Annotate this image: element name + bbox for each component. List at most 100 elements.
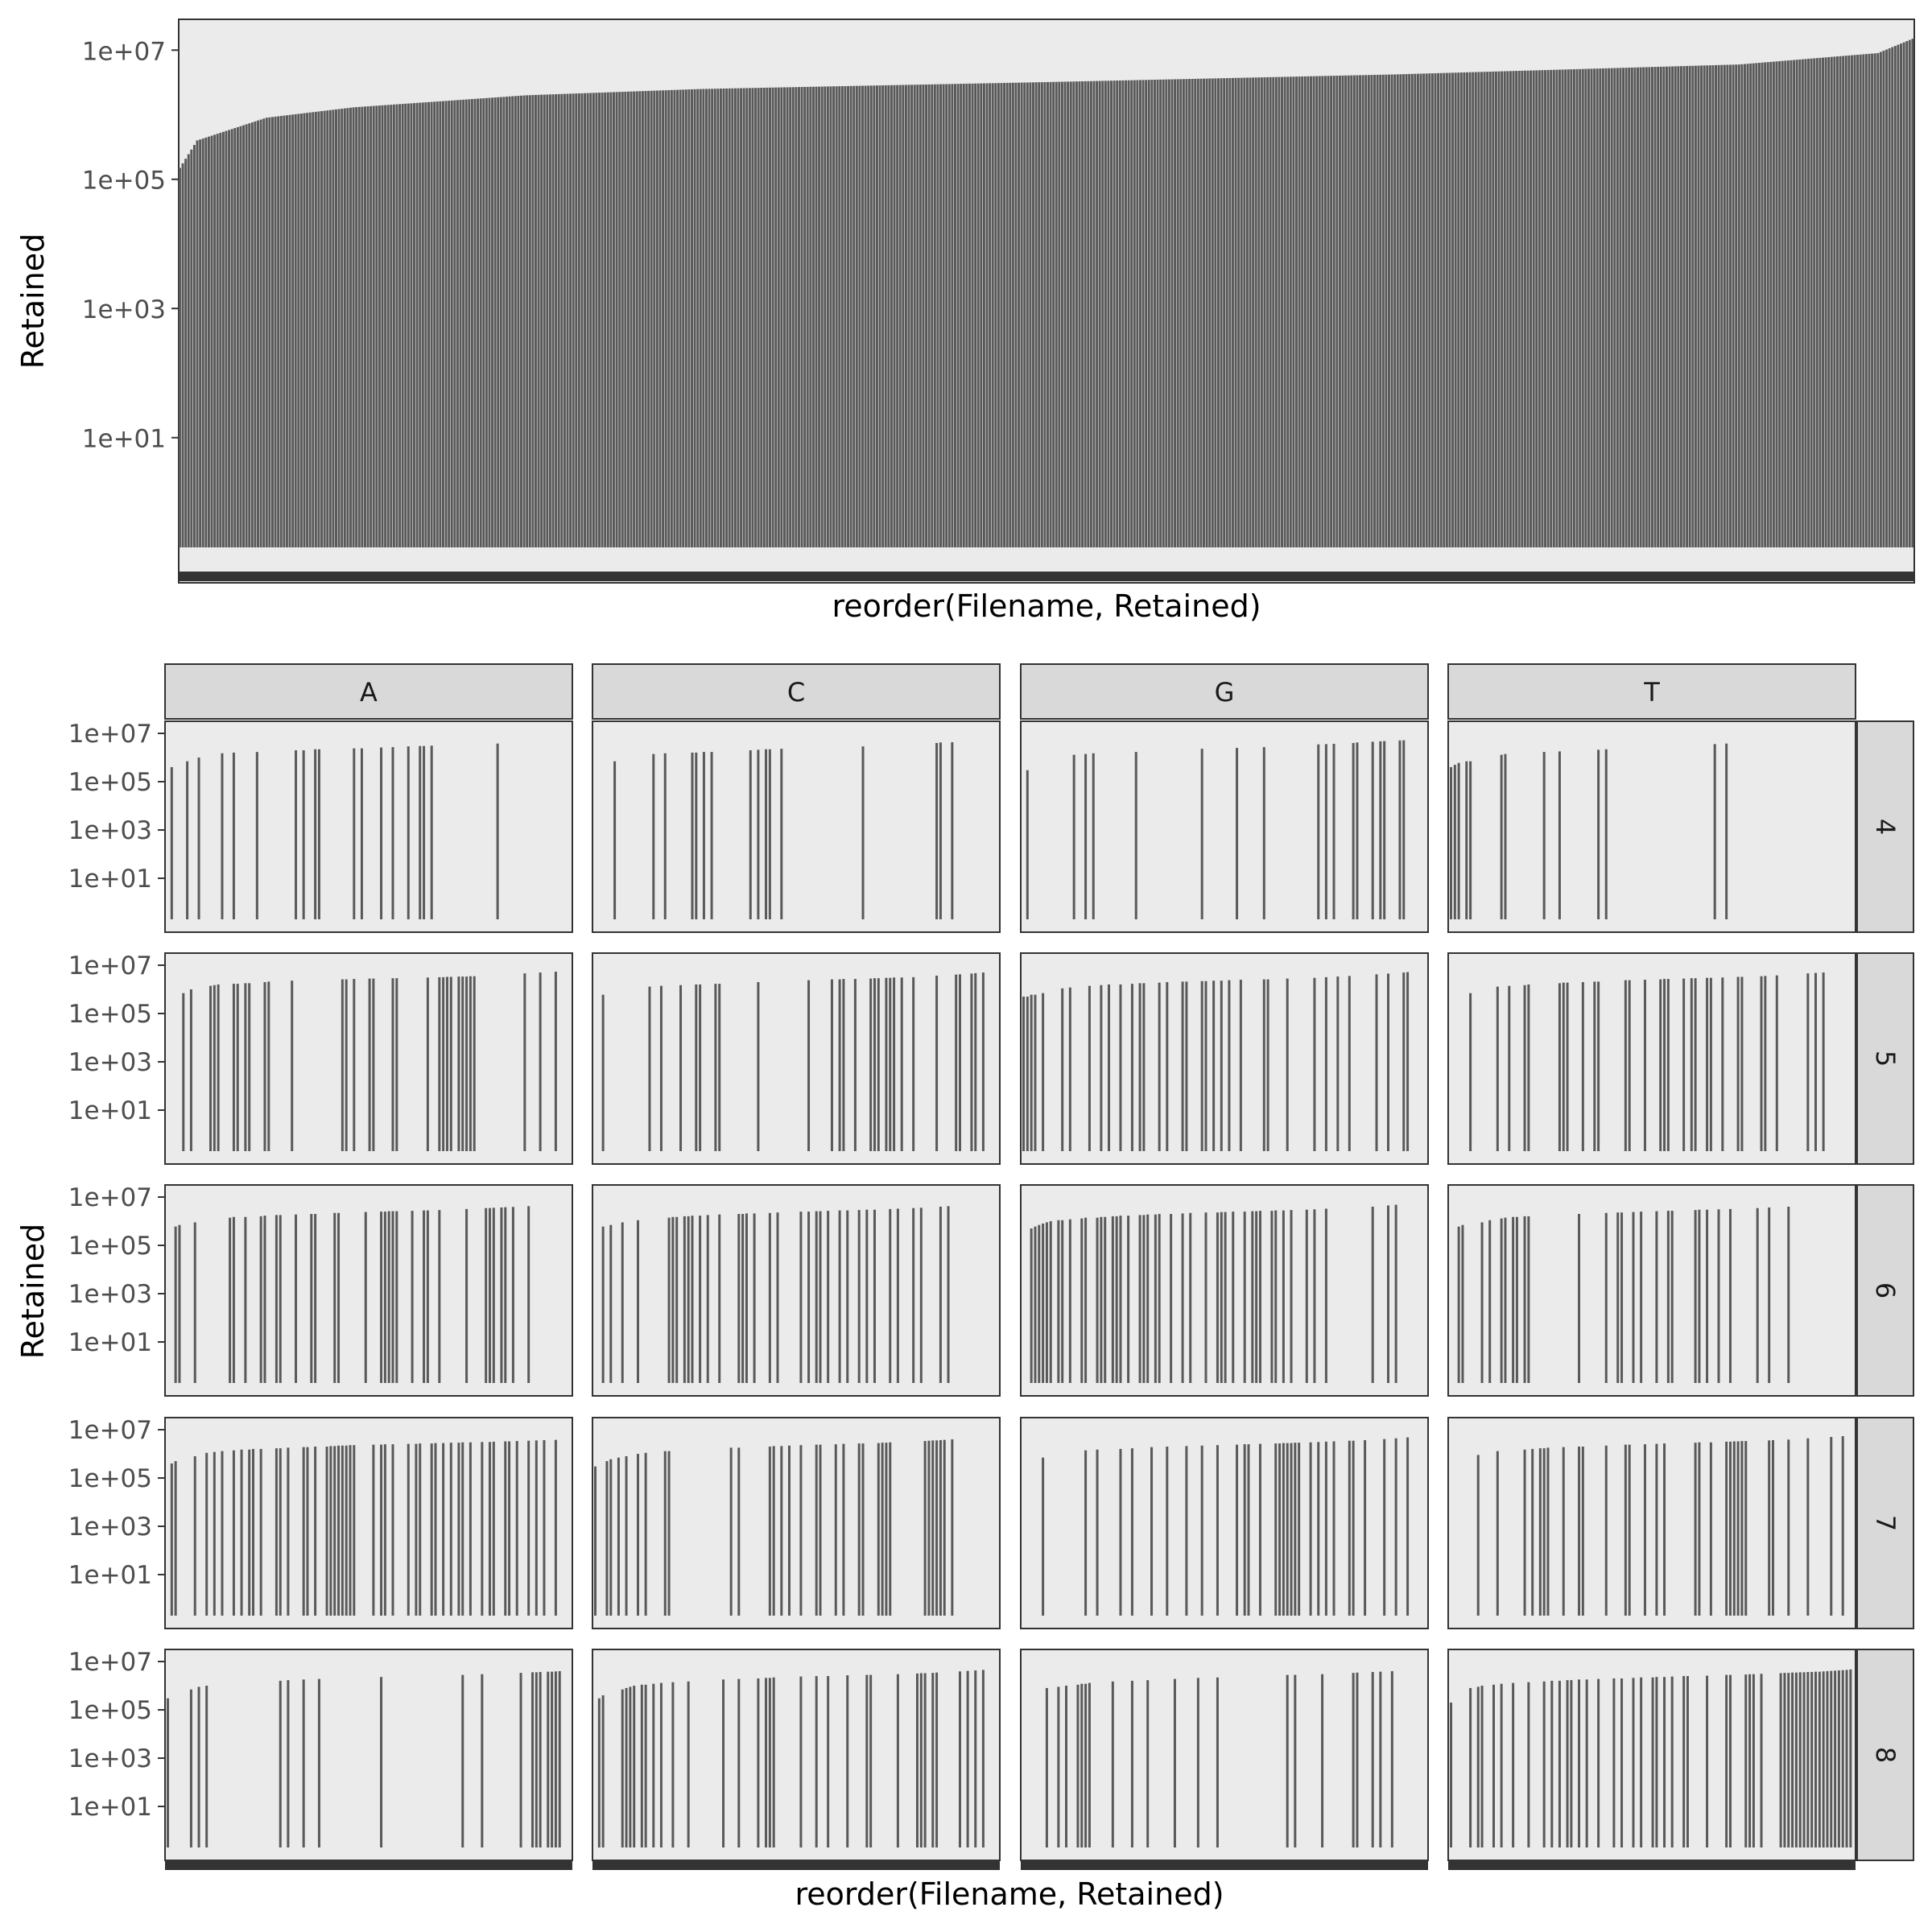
top-bar <box>355 107 358 548</box>
top-bar <box>771 87 774 547</box>
facet-bar <box>1822 972 1825 1151</box>
top-bar <box>473 98 477 547</box>
top-bar <box>499 97 502 547</box>
top-bar <box>653 90 656 548</box>
top-bar <box>1159 79 1162 548</box>
facet-bar <box>337 1212 341 1383</box>
facet-bar <box>554 1439 557 1616</box>
facet-bar <box>889 1442 892 1616</box>
facet-bar <box>170 766 173 919</box>
top-bar <box>1281 76 1284 548</box>
top-bar <box>381 105 384 548</box>
facet-bar <box>1830 1437 1833 1616</box>
facet-bar <box>287 1447 290 1616</box>
facet-bar <box>1068 1219 1071 1383</box>
facet-bar <box>1084 1217 1088 1383</box>
top-bar <box>766 87 769 547</box>
top-bar <box>1274 76 1278 547</box>
facet-bar <box>865 1209 869 1383</box>
facet-bar <box>842 979 845 1151</box>
top-bar <box>557 93 560 547</box>
facet-bar <box>449 1443 452 1616</box>
facet-bar <box>465 1208 469 1383</box>
facet-row-strip <box>1856 1649 1914 1861</box>
top-bar <box>855 85 858 547</box>
top-x-axis-title: reorder(Filename, Retained) <box>832 588 1261 624</box>
facet-bar <box>1756 1208 1759 1383</box>
top-bar <box>1437 72 1440 547</box>
top-bar <box>1388 74 1390 548</box>
top-bar <box>328 109 332 547</box>
facet-bar <box>671 1216 675 1383</box>
facet-bar <box>807 980 811 1151</box>
top-bar <box>1081 81 1084 547</box>
facet-bar <box>625 1455 628 1616</box>
facet-bar <box>465 976 469 1151</box>
facet-bar <box>167 1698 169 1847</box>
top-bar <box>1815 58 1818 547</box>
facet-bar <box>372 978 375 1151</box>
top-bar <box>1755 63 1758 548</box>
facet-panel-G-6 <box>1020 1184 1429 1397</box>
facet-bar <box>1236 1444 1239 1616</box>
top-bar <box>939 84 942 548</box>
top-bar <box>228 130 231 547</box>
top-bar <box>1729 64 1732 547</box>
facet-bar <box>1768 1207 1771 1383</box>
top-bar <box>569 93 572 547</box>
facet-bar <box>1632 1678 1635 1847</box>
facet-bar <box>1104 1216 1107 1383</box>
facet-bar <box>1768 1440 1771 1616</box>
top-bar <box>1263 77 1266 547</box>
top-bar <box>1347 75 1350 548</box>
top-bar <box>630 91 633 547</box>
facet-bar <box>691 752 694 919</box>
facet-bar <box>613 761 617 919</box>
top-bar <box>410 103 413 548</box>
facet-panel-C-6 <box>592 1184 1001 1397</box>
top-bar <box>1205 78 1208 548</box>
facet-bar <box>637 1454 640 1616</box>
facet-bar <box>722 1679 725 1847</box>
top-bar <box>745 88 749 548</box>
top-bar <box>1515 71 1518 547</box>
top-bar <box>1772 61 1775 547</box>
facet-bar <box>648 986 651 1151</box>
facet-bar <box>714 984 717 1151</box>
top-bar <box>187 154 190 547</box>
top-bar <box>824 86 827 548</box>
facet-bar <box>1558 1680 1561 1847</box>
facet-bar <box>295 1214 298 1383</box>
facet-bar <box>232 752 235 919</box>
facet-bar <box>935 1672 939 1847</box>
top-bar <box>881 85 885 548</box>
facet-bar <box>1228 980 1231 1151</box>
top-bar <box>314 111 317 547</box>
facet-bar <box>846 1210 849 1383</box>
top-bar <box>1686 65 1689 547</box>
facet-bar <box>1523 985 1526 1151</box>
top-bar <box>1454 72 1457 547</box>
top-bar <box>1174 79 1177 548</box>
top-bar <box>1396 74 1399 547</box>
top-bar <box>1223 78 1226 548</box>
facet-bar <box>652 1683 655 1847</box>
facet-bar <box>1030 1228 1033 1383</box>
top-bar <box>543 94 546 547</box>
top-bar <box>884 85 887 548</box>
facet-bar <box>1787 1439 1790 1616</box>
top-bar <box>777 87 780 547</box>
top-bar <box>384 105 387 548</box>
facet-bar <box>1274 1210 1278 1383</box>
top-bar <box>250 122 254 547</box>
top-bar <box>820 86 824 548</box>
facet-bar <box>1181 981 1184 1151</box>
facet-bar <box>1212 980 1216 1151</box>
facet-bar <box>869 978 873 1151</box>
facet-bar <box>279 1448 282 1616</box>
facet-bar <box>955 974 958 1151</box>
facet-bar <box>1181 1213 1184 1383</box>
facet-bar <box>737 1678 741 1847</box>
facet-bar <box>718 1214 721 1383</box>
